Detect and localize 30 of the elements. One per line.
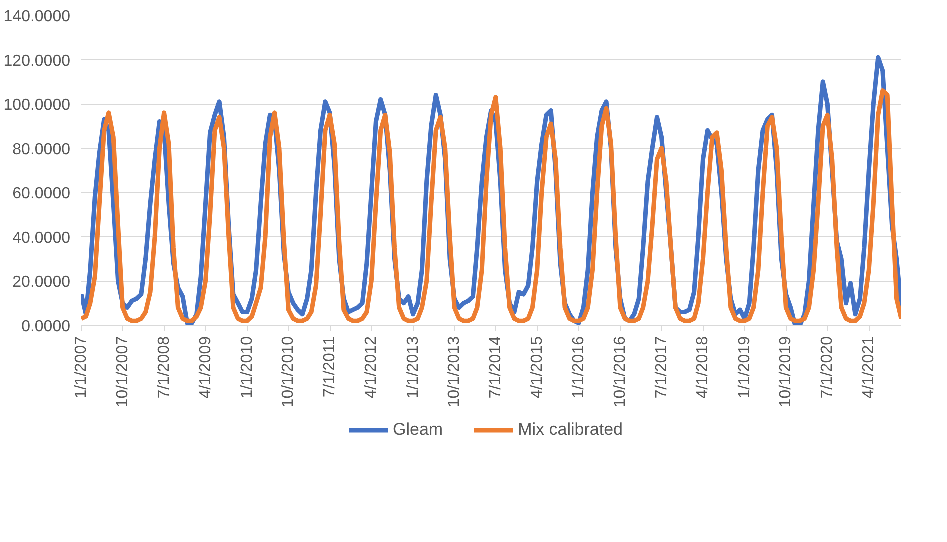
x-tick-label: 10/1/2016 [612,336,629,408]
x-tick-label: 4/1/2009 [197,336,214,399]
x-tick-label: 7/1/2014 [487,336,504,399]
x-tick-label: 10/1/2019 [778,336,795,408]
y-tick-label: 140.0000 [4,8,71,26]
x-tick-label: 10/1/2010 [280,336,298,408]
x-tick-label: 1/1/2019 [736,336,754,399]
x-tick-label: 1/1/2016 [570,336,588,399]
x-tick-label: 10/1/2007 [114,336,132,408]
x-tick-label: 7/1/2017 [653,336,670,399]
x-tick-label: 1/1/2013 [404,336,422,399]
legend-label: Mix calibrated [518,420,623,440]
x-tick-label: 4/1/2021 [860,336,878,399]
x-tick-label: 7/1/2008 [156,336,173,399]
y-tick-label: 100.0000 [4,97,71,114]
y-tick-label: 80.0000 [12,141,71,158]
legend-label: Gleam [393,420,444,440]
x-tick-label: 4/1/2012 [363,336,380,399]
y-tick-label: 120.0000 [4,52,71,70]
y-tick-label: 0.0000 [22,318,71,336]
y-tick-label: 40.0000 [12,230,71,247]
x-tick-label: 4/1/2015 [528,336,546,399]
y-tick-label: 20.0000 [12,274,71,292]
x-tick-label: 7/1/2011 [322,336,339,398]
x-tick-label: 7/1/2020 [819,336,836,399]
x-tick-label: 1/1/2007 [73,336,90,399]
x-tick-label: 1/1/2010 [238,336,256,399]
y-tick-label: 60.0000 [12,186,71,203]
x-tick-label: 4/1/2018 [694,336,712,399]
x-tick-label: 10/1/2013 [446,336,464,408]
